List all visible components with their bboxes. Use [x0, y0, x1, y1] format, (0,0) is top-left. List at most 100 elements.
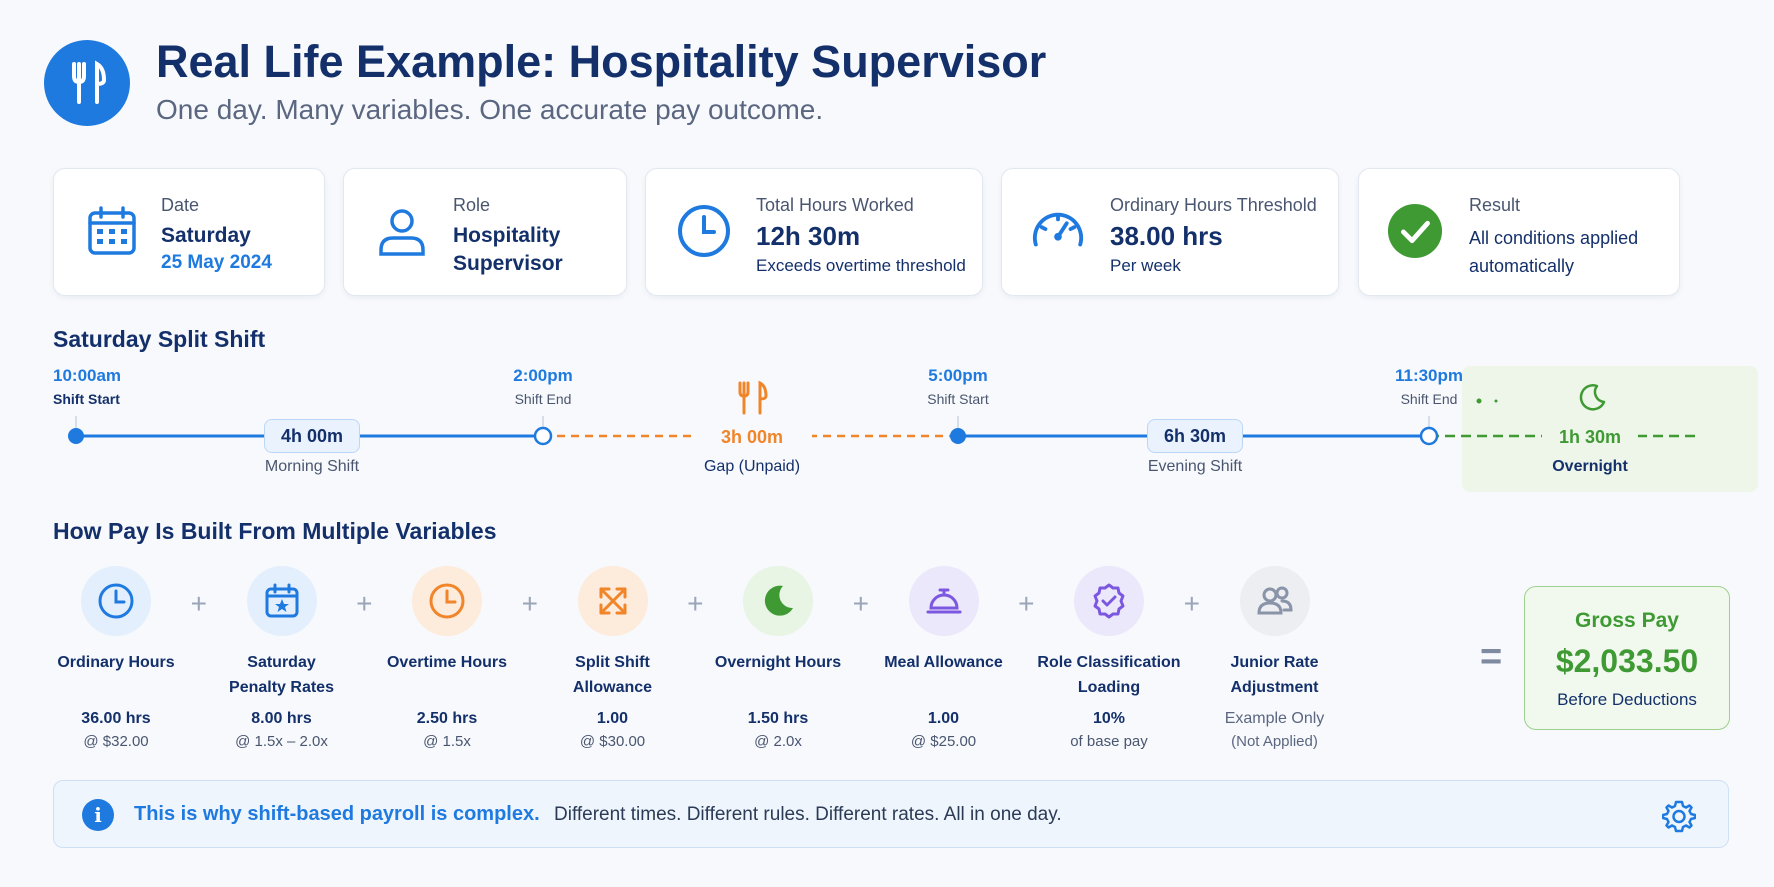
plus-sign: +: [1183, 588, 1200, 619]
evening-duration-pill: 6h 30m: [1147, 419, 1243, 453]
role-label: Role: [453, 195, 491, 215]
pay-component: Overnight Hours 1.50 hrs @ 2.0x: [688, 566, 868, 750]
logo: [44, 40, 130, 126]
pay-component-note: @ $30.00: [579, 733, 646, 750]
point-time-2: 2:00pm: [513, 366, 573, 385]
plus-sign: +: [687, 588, 704, 619]
person-icon: [374, 203, 430, 259]
point-label-1: Shift Start: [53, 391, 120, 407]
point-label-2: Shift End: [514, 391, 572, 407]
pay-component-name-line1: Saturday: [247, 654, 316, 671]
plus-sign: +: [1018, 588, 1035, 619]
info-banner: i This is why shift-based payroll is com…: [53, 780, 1729, 848]
role-card: Role Hospitality Supervisor: [343, 168, 627, 296]
pay-component-note: @ $25.00: [910, 733, 977, 750]
pay-component: Overtime Hours 2.50 hrs @ 1.5x: [357, 566, 537, 750]
pay-component-name-line1: Junior Rate: [1230, 654, 1319, 671]
morning-duration-pill: 4h 00m: [264, 419, 360, 453]
total-hours-card: Total Hours Worked 12h 30m Exceeds overt…: [645, 168, 983, 296]
pay-component-amount: 8.00 hrs: [251, 710, 312, 727]
total-hours-value: 12h 30m: [756, 221, 861, 251]
plus-sign: +: [356, 588, 373, 619]
moon-icon: [743, 566, 813, 636]
people-icon: [1239, 566, 1310, 636]
pay-component-amount: 1.00: [596, 710, 629, 727]
info-icon: i: [82, 799, 114, 831]
overnight-duration: 1h 30m: [1542, 427, 1638, 448]
pay-component-amount: 1.00: [927, 710, 960, 727]
pay-component: Split Shift Allowance 1.00 @ $30.00: [523, 566, 703, 750]
plus-sign: +: [852, 588, 869, 619]
gear-icon[interactable]: [1661, 799, 1697, 833]
result-text-line2: automatically: [1469, 256, 1575, 276]
pay-component-note: @ 1.5x: [423, 733, 471, 750]
pay-component-note: @ $32.00: [83, 733, 149, 750]
pay-component-amount: 1.50 hrs: [747, 710, 809, 727]
plus-sign: +: [521, 588, 538, 619]
threshold-card: Ordinary Hours Threshold 38.00 hrs Per w…: [1001, 168, 1339, 296]
pay-component-name-line2: Allowance: [572, 679, 653, 696]
fork-knife-icon: [72, 60, 107, 104]
cloche-icon: [908, 566, 979, 636]
role-value-line1: Hospitality: [453, 224, 561, 247]
pay-component-name-line1: Split Shift: [575, 654, 650, 671]
calendar-icon: [84, 203, 140, 259]
pay-component-amount: 10%: [1092, 710, 1126, 727]
result-label: Result: [1469, 195, 1521, 215]
date-label: Date: [161, 195, 200, 215]
overnight-label: Overnight: [1552, 458, 1628, 475]
total-hours-label: Total Hours Worked: [756, 195, 914, 215]
clock-icon: [676, 203, 732, 259]
clock-icon: [412, 566, 482, 636]
pay-component-name-line1: Ordinary Hours: [57, 654, 175, 671]
result-text-line1: All conditions applied: [1469, 228, 1639, 248]
point-time-4: 11:30pm: [1394, 366, 1464, 385]
date-value: 25 May 2024: [161, 252, 272, 273]
pay-component-amount: Example Only: [1224, 710, 1325, 727]
gap-meal-icon: [720, 380, 784, 421]
date-day: Saturday: [161, 224, 251, 247]
gap-label: Gap (Unpaid): [703, 458, 801, 475]
equals-sign: =: [1480, 636, 1503, 678]
pay-component-amount: 36.00 hrs: [81, 710, 151, 727]
clock-icon: [81, 566, 151, 636]
pay-build-title: How Pay Is Built From Multiple Variables: [53, 518, 497, 544]
pay-component: Meal Allowance 1.00 @ $25.00: [854, 566, 1034, 750]
gross-pay-label: Gross Pay: [1575, 609, 1679, 632]
total-hours-note: Exceeds overtime threshold: [756, 256, 966, 275]
info-banner-text: Different times. Different rules. Differ…: [554, 804, 1062, 825]
timeline-title: Saturday Split Shift: [53, 326, 266, 352]
pay-component-name-line1: Overtime Hours: [386, 654, 508, 671]
gap-duration: 3h 00m: [692, 427, 812, 448]
info-banner-title: This is why shift-based payroll is compl…: [134, 803, 540, 825]
pay-component-note: (Not Applied): [1231, 733, 1318, 750]
split-arrows-icon: [577, 566, 648, 636]
gross-pay-card: Gross Pay $2,033.50 Before Deductions: [1524, 586, 1730, 730]
page-subtitle: One day. Many variables. One accurate pa…: [156, 94, 824, 125]
gross-pay-value: $2,033.50: [1555, 643, 1699, 679]
point-time-1: 10:00am: [53, 366, 122, 385]
moon-icon: [1572, 382, 1612, 417]
pay-component-name-line2: Penalty Rates: [229, 679, 334, 696]
point-label-4: Shift End: [1400, 391, 1458, 407]
plus-sign: +: [190, 588, 207, 619]
page-title: Real Life Example: Hospitality Superviso…: [156, 36, 1047, 87]
pay-component: Ordinary Hours 36.00 hrs @ $32.00: [26, 566, 206, 750]
pay-component-note: @ 1.5x – 2.0x: [235, 733, 328, 750]
pay-component: Junior Rate Adjustment Example Only (Not …: [1185, 566, 1365, 750]
pay-component-amount: 2.50 hrs: [416, 710, 478, 727]
pay-component-note: @ 2.0x: [754, 733, 802, 750]
award-badge-icon: [1074, 566, 1144, 636]
calendar-star-icon: [246, 566, 317, 636]
pay-component: Saturday Penalty Rates 8.00 hrs @ 1.5x – …: [192, 566, 372, 750]
date-card: Date Saturday 25 May 2024: [53, 168, 325, 296]
point-label-3: Shift Start: [927, 391, 989, 407]
threshold-value: 38.00 hrs: [1110, 221, 1223, 251]
pay-component-name-line2: Adjustment: [1230, 679, 1319, 696]
evening-shift-label: Evening Shift: [1147, 458, 1243, 475]
gauge-icon: [1030, 203, 1086, 259]
pay-component-name-line1: Role Classification: [1037, 654, 1181, 671]
gross-pay-note: Before Deductions: [1557, 690, 1697, 709]
shift-timeline: 10:00am Shift Start 2:00pm Shift End 5:0…: [0, 360, 1774, 500]
role-value-line2: Supervisor: [453, 252, 563, 275]
